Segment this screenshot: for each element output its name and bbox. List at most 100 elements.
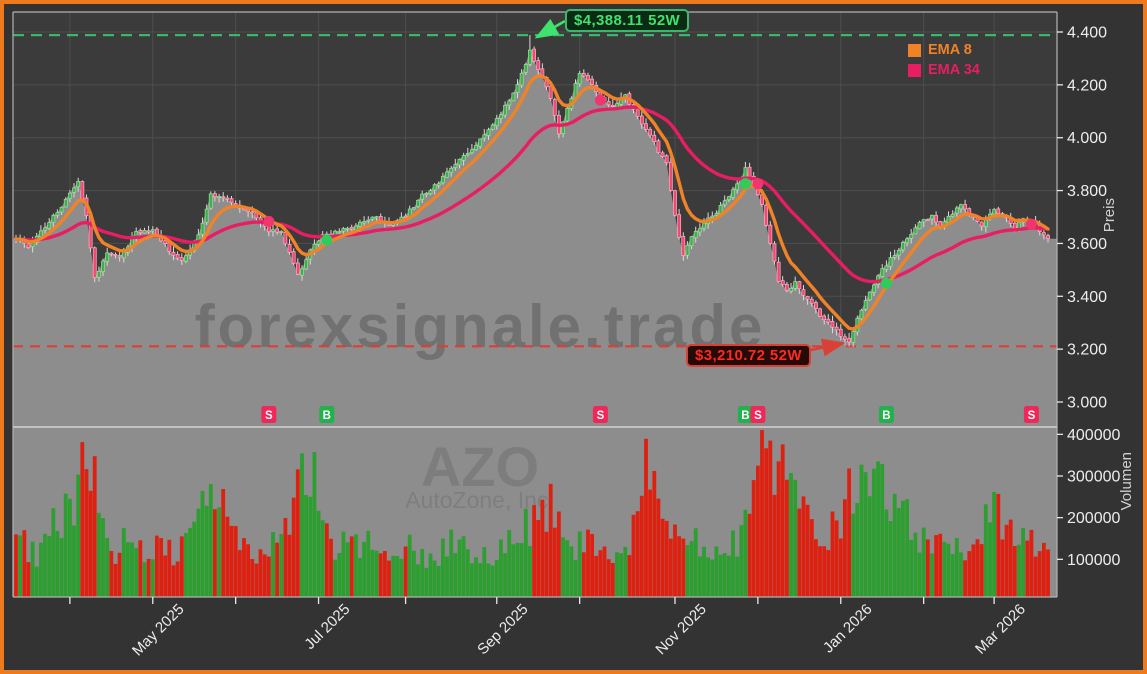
candle-body — [474, 145, 478, 151]
candle-body — [586, 74, 590, 81]
volume-bar — [569, 546, 574, 597]
volume-bar — [362, 542, 366, 597]
badge-letter: B — [323, 410, 331, 422]
volume-bar — [631, 514, 636, 597]
legend-item: EMA 8 — [908, 42, 980, 58]
volume-bar — [208, 484, 213, 597]
candle-body — [581, 72, 586, 77]
volume-bar — [594, 555, 599, 597]
candle-body — [789, 287, 793, 292]
volume-bar — [63, 493, 68, 597]
volume-bar — [470, 563, 474, 597]
candle-body — [428, 190, 433, 195]
volume-bar — [266, 556, 271, 597]
candle-body — [743, 167, 748, 178]
volume-bar — [963, 560, 967, 597]
candle-body — [436, 183, 441, 186]
high-52w-label: $4,388.11 52W — [565, 9, 690, 32]
candle-body — [528, 49, 532, 65]
month-tick-label: Nov 2025 — [652, 601, 709, 658]
candle-body — [772, 243, 777, 262]
volume-bar — [84, 469, 89, 597]
volume-bar — [1021, 527, 1025, 597]
candle-body — [72, 187, 76, 193]
volume-bar — [528, 546, 532, 597]
volume-bar — [967, 551, 972, 597]
volume-bar — [664, 520, 669, 597]
volume-bar — [706, 557, 710, 597]
volume-bar — [250, 559, 255, 597]
volume-bar — [959, 552, 963, 597]
candle-body — [934, 215, 938, 223]
price-axis-title: Preis — [1101, 198, 1118, 233]
volume-bar — [97, 512, 101, 597]
candle-body — [366, 219, 371, 222]
candle-body — [341, 228, 346, 232]
volume-bar — [615, 552, 619, 597]
volume-bar — [92, 456, 97, 597]
volume-bar — [648, 489, 652, 597]
volume-bar — [68, 498, 72, 597]
candle-body — [917, 221, 922, 230]
volume-bar — [1004, 524, 1009, 597]
volume-bar — [818, 546, 822, 597]
volume-bar — [901, 500, 905, 597]
candle-body — [996, 208, 1001, 214]
candle-body — [930, 214, 934, 220]
candle-body — [63, 199, 68, 208]
volume-bar — [395, 556, 400, 597]
candle-body — [677, 214, 682, 238]
candle-body — [921, 219, 926, 223]
sell-badge — [261, 406, 277, 423]
volume-bar — [217, 507, 221, 597]
ema8-line — [14, 74, 1050, 331]
candle-body — [830, 320, 835, 328]
candle-body — [275, 228, 280, 233]
volume-bar — [714, 546, 719, 597]
buy-badge — [737, 406, 753, 423]
ema-lines — [14, 74, 1050, 331]
volume-bar — [867, 496, 872, 597]
candle-body — [362, 221, 367, 224]
volume-bar — [913, 532, 918, 597]
legend-label: EMA 8 — [928, 42, 972, 58]
volume-bar — [324, 523, 329, 597]
candle-body — [1046, 235, 1050, 240]
volume-bar — [805, 504, 810, 597]
volume-bar — [677, 536, 681, 597]
volume-bar — [1000, 539, 1005, 597]
price-tick-label: 3.000 — [1067, 395, 1107, 412]
candle-body — [117, 255, 122, 258]
candle-body — [494, 118, 499, 127]
candle-body — [171, 251, 176, 256]
candle-body — [718, 205, 723, 214]
candle-body — [901, 242, 905, 251]
volume-bar — [710, 559, 715, 597]
candle-body — [43, 227, 47, 231]
candle-body — [814, 302, 818, 309]
candle-body — [793, 281, 798, 289]
price-tick-label: 4.200 — [1067, 77, 1107, 94]
volume-bar — [242, 538, 246, 597]
candle-body — [702, 222, 706, 229]
volume-bar — [374, 550, 379, 597]
volume-bar — [184, 533, 188, 597]
volume-bar — [954, 538, 959, 597]
volume-bar — [80, 442, 85, 597]
volume-bar — [138, 540, 143, 597]
volume-bar — [793, 479, 798, 597]
volume-bar — [295, 469, 300, 597]
month-tick-label: May 2025 — [129, 601, 188, 660]
volume-bar — [917, 552, 922, 597]
volume-bar — [718, 554, 723, 597]
volume-bar — [934, 535, 938, 597]
badge-letter: S — [1028, 410, 1036, 422]
volume-bar — [254, 563, 259, 597]
volume-bar — [121, 527, 126, 597]
volume-bar — [163, 555, 168, 597]
candle-body — [639, 115, 644, 125]
candle-body — [38, 230, 43, 238]
volume-bar — [519, 543, 524, 597]
candle-body — [983, 219, 988, 228]
